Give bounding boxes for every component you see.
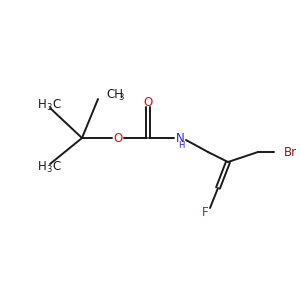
Text: H: H: [38, 160, 47, 173]
Text: 3: 3: [118, 94, 123, 103]
Text: H: H: [38, 98, 47, 112]
Text: O: O: [113, 131, 123, 145]
Text: N: N: [176, 131, 184, 145]
Text: O: O: [143, 97, 153, 110]
Text: H: H: [178, 142, 184, 151]
Text: F: F: [202, 206, 208, 218]
Text: C: C: [52, 98, 60, 112]
Text: 3: 3: [46, 103, 51, 112]
Text: Br: Br: [284, 146, 297, 158]
Text: C: C: [52, 160, 60, 173]
Text: CH: CH: [106, 88, 123, 101]
Text: 3: 3: [46, 166, 51, 175]
